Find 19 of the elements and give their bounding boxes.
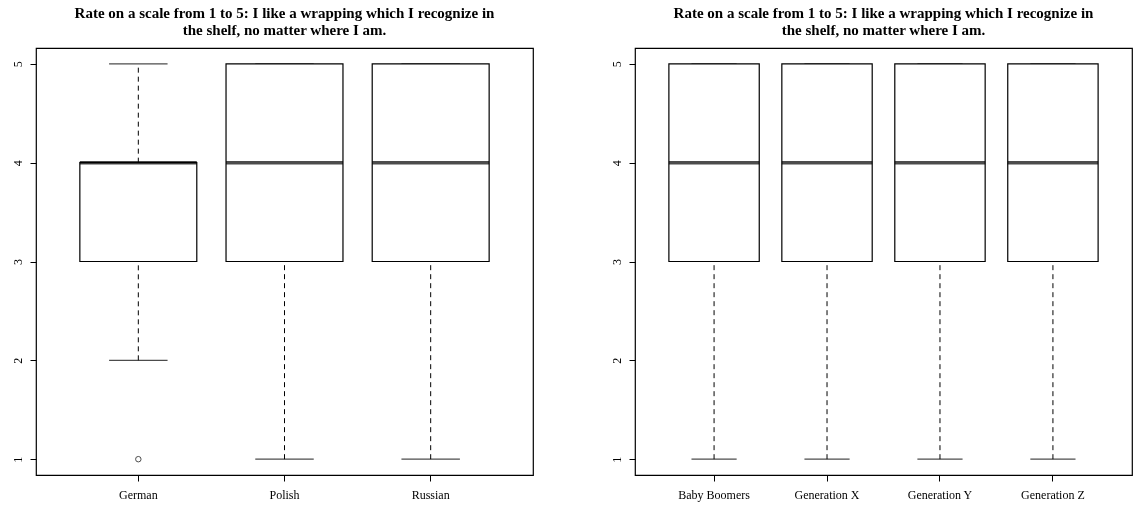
x-tick-label: Generation Z (1021, 487, 1085, 502)
y-tick-label: 3 (10, 259, 25, 265)
chart-title: Rate on a scale from 1 to 5: I like a wrapping which I recognize in the shelf, no matter where I am. (74, 5, 496, 38)
y-tick-label: 3 (609, 259, 624, 265)
x-tick-label: Generation Y (907, 487, 973, 502)
y-tick-label: 2 (10, 357, 25, 364)
y-tick-label: 5 (10, 61, 25, 68)
chart-title: Rate on a scale from 1 to 5: I like a wrapping which I recognize in the shelf, no matter where I am. (673, 5, 1095, 38)
x-tick-label: Baby Boomers (678, 487, 751, 502)
x-tick-label: Russian (411, 487, 450, 502)
x-tick-label: German (119, 487, 158, 502)
y-tick-label: 2 (609, 357, 624, 364)
y-tick-label: 1 (609, 456, 624, 463)
y-tick-label: 4 (10, 160, 25, 167)
y-tick-label: 1 (10, 456, 25, 463)
x-tick-label: Polish (269, 487, 300, 502)
y-tick-label: 5 (609, 61, 624, 68)
y-tick-label: 4 (609, 160, 624, 167)
x-tick-label: Generation X (794, 487, 860, 502)
